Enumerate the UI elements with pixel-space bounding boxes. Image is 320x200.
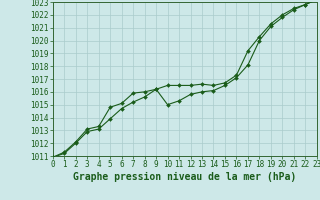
X-axis label: Graphe pression niveau de la mer (hPa): Graphe pression niveau de la mer (hPa) xyxy=(73,172,296,182)
